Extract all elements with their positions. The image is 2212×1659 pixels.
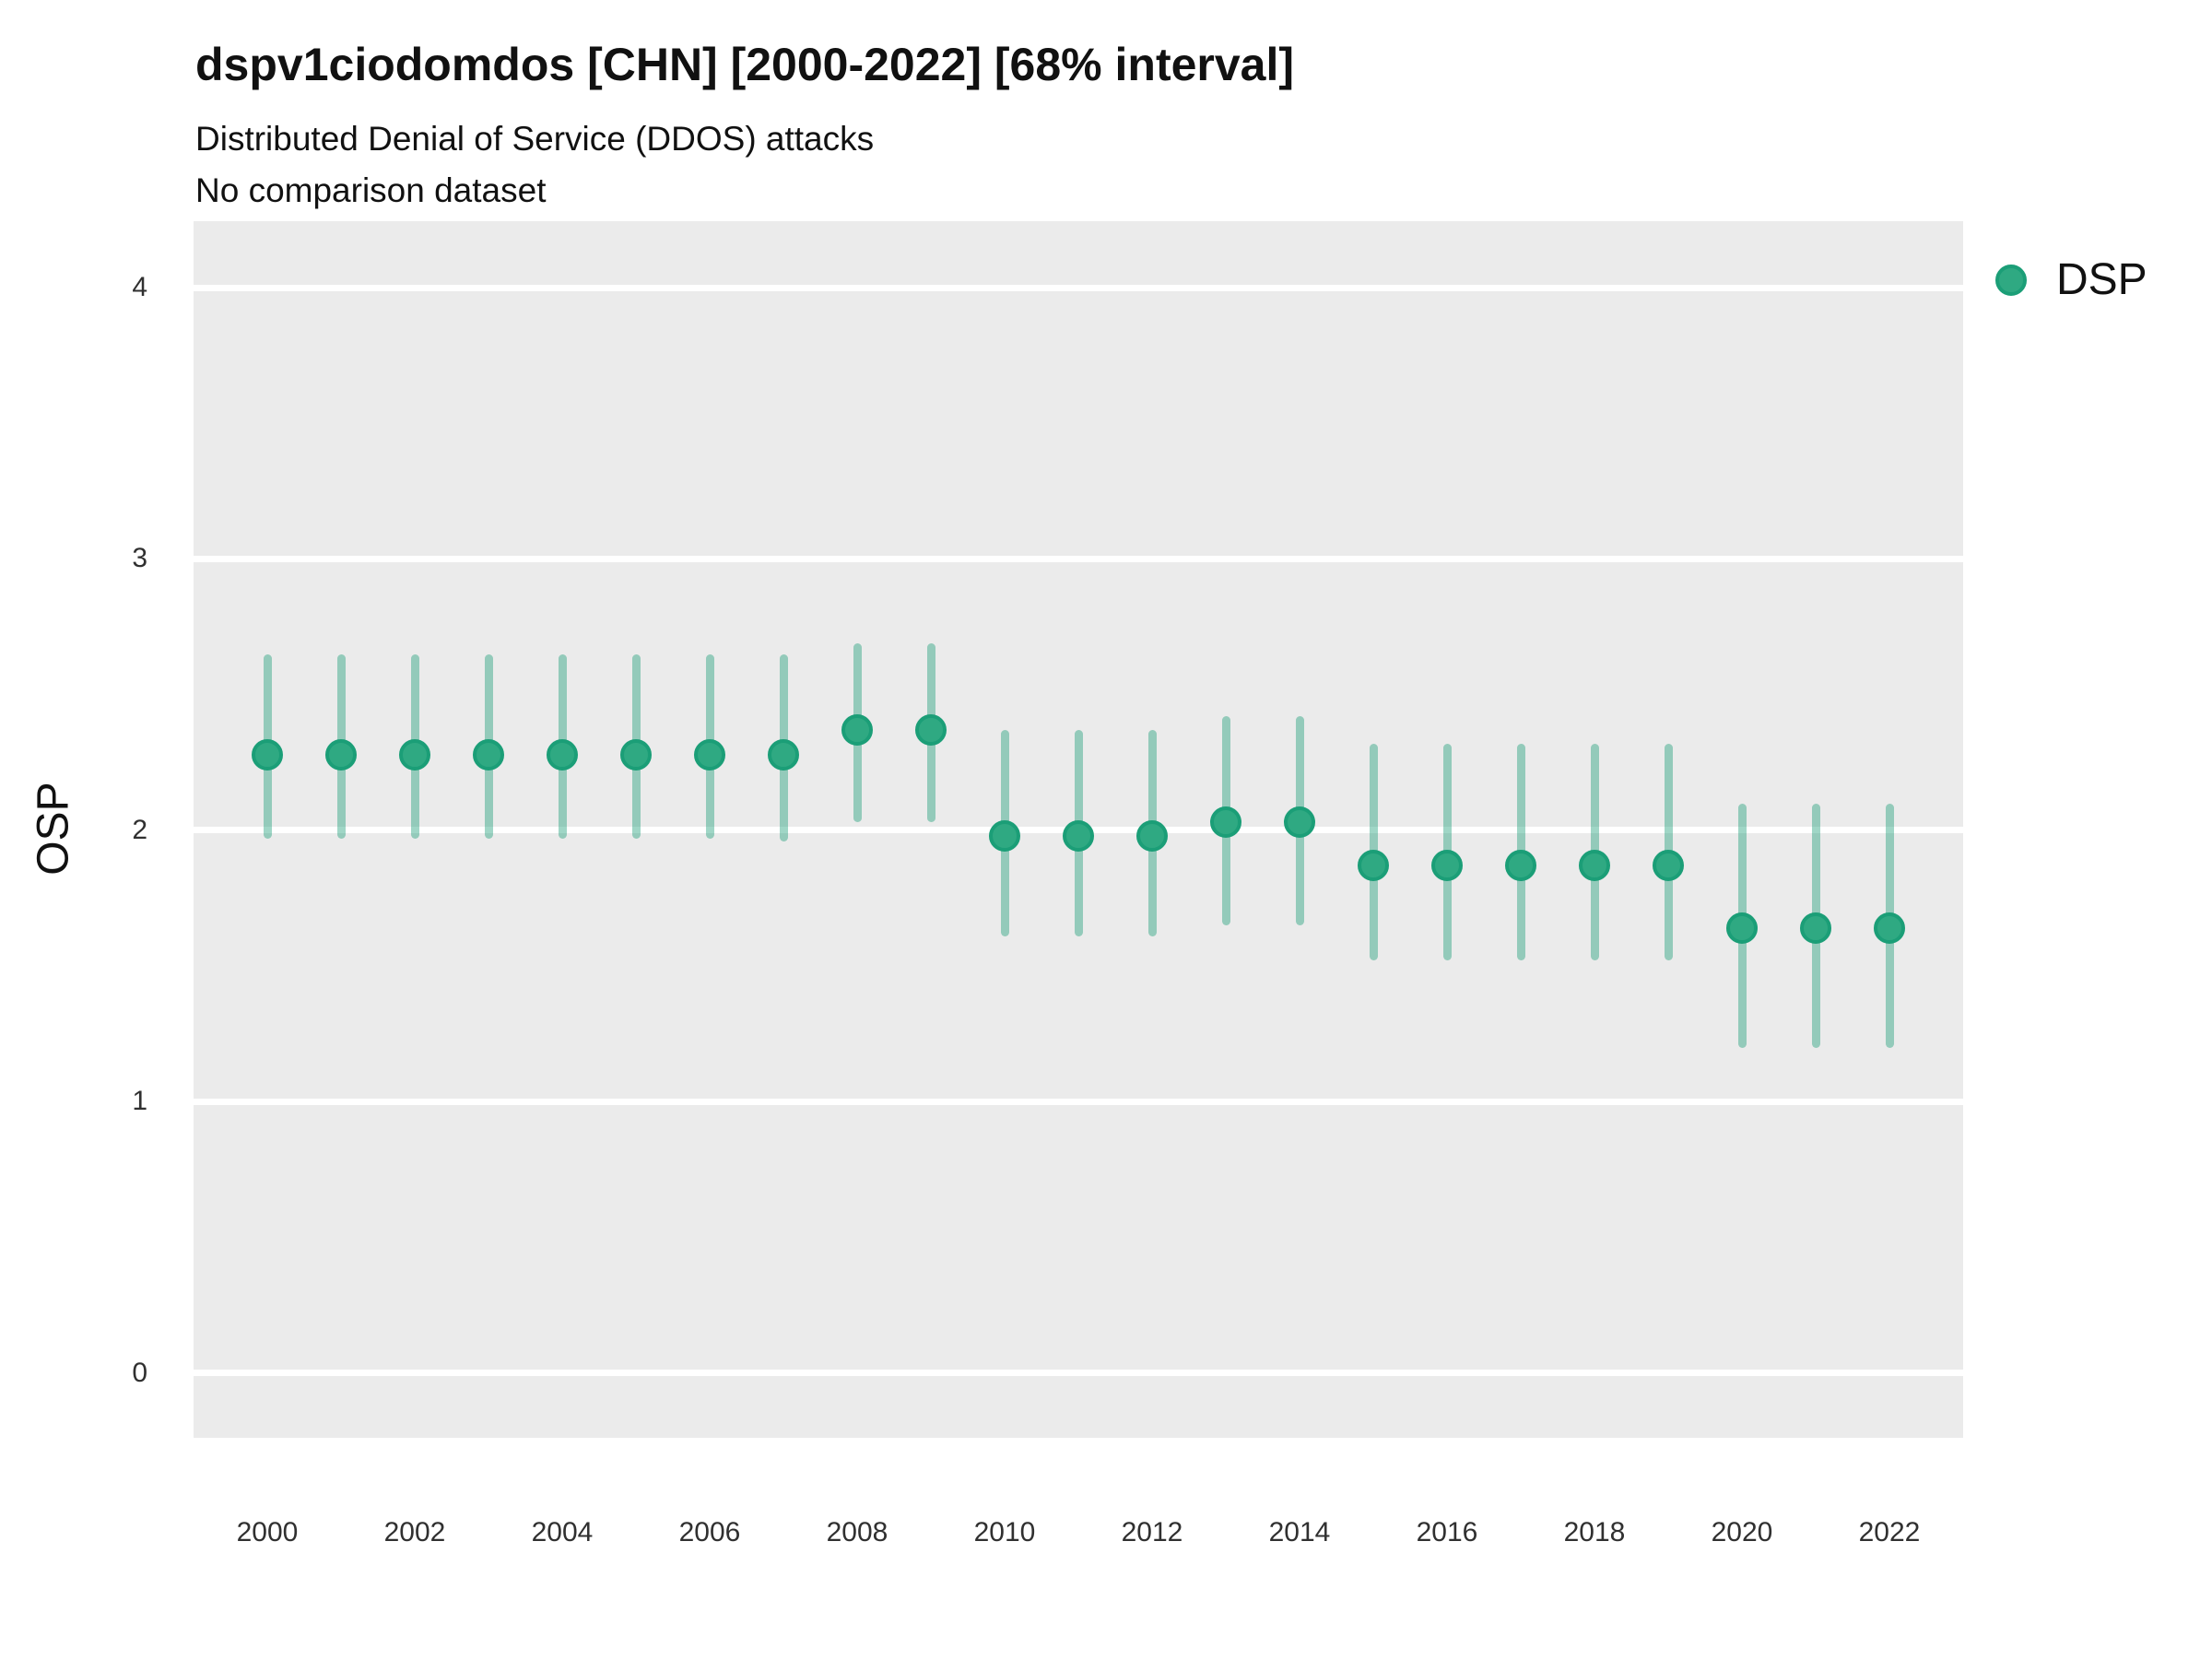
x-tick-label: 2020	[1711, 1517, 1773, 1547]
chart-title: dspv1ciodomdos [CHN] [2000-2022] [68% in…	[195, 39, 1295, 90]
data-point	[620, 738, 652, 771]
plot-panel	[194, 221, 1963, 1438]
x-tick-label: 2014	[1268, 1517, 1331, 1547]
x-tick-label: 2006	[678, 1517, 741, 1547]
data-point	[915, 714, 947, 746]
data-point	[1505, 850, 1536, 882]
data-point	[1800, 912, 1831, 944]
x-tick-label: 2010	[973, 1517, 1036, 1547]
data-point	[1136, 819, 1168, 852]
data-point	[325, 738, 357, 771]
data-point	[1579, 850, 1610, 882]
gridline	[194, 1370, 1963, 1377]
y-tick-label: 4	[132, 272, 147, 302]
data-point	[399, 738, 430, 771]
data-point	[694, 738, 725, 771]
gridline	[194, 555, 1963, 562]
y-tick-label: 3	[132, 543, 147, 574]
y-tick-label: 2	[132, 814, 147, 845]
gridline	[194, 284, 1963, 291]
legend: DSP	[1995, 254, 2147, 305]
data-point	[1726, 912, 1758, 944]
data-point	[768, 738, 799, 771]
data-point	[989, 819, 1020, 852]
x-tick-label: 2004	[531, 1517, 594, 1547]
x-tick-label: 2016	[1416, 1517, 1478, 1547]
x-tick-label: 2000	[236, 1517, 299, 1547]
x-tick-label: 2002	[383, 1517, 446, 1547]
x-tick-label: 2018	[1563, 1517, 1626, 1547]
x-tick-label: 2022	[1858, 1517, 1921, 1547]
chart-subtitle: Distributed Denial of Service (DDOS) att…	[195, 120, 875, 158]
data-point	[252, 738, 283, 771]
y-tick-label: 1	[132, 1086, 147, 1117]
data-point	[1210, 806, 1241, 839]
comparison-note: No comparison dataset	[195, 171, 547, 209]
gridline	[194, 1098, 1963, 1105]
data-point	[547, 738, 578, 771]
data-point	[841, 714, 873, 746]
data-point	[473, 738, 504, 771]
legend-circle-icon	[1995, 264, 2027, 296]
data-point	[1653, 850, 1684, 882]
data-point	[1874, 912, 1905, 944]
x-tick-label: 2012	[1121, 1517, 1183, 1547]
legend-label: DSP	[2056, 255, 2147, 304]
data-point	[1284, 806, 1315, 839]
data-point	[1063, 819, 1094, 852]
x-tick-label: 2008	[826, 1517, 888, 1547]
data-point	[1358, 850, 1389, 882]
y-tick-label: 0	[132, 1357, 147, 1388]
data-point	[1431, 850, 1463, 882]
